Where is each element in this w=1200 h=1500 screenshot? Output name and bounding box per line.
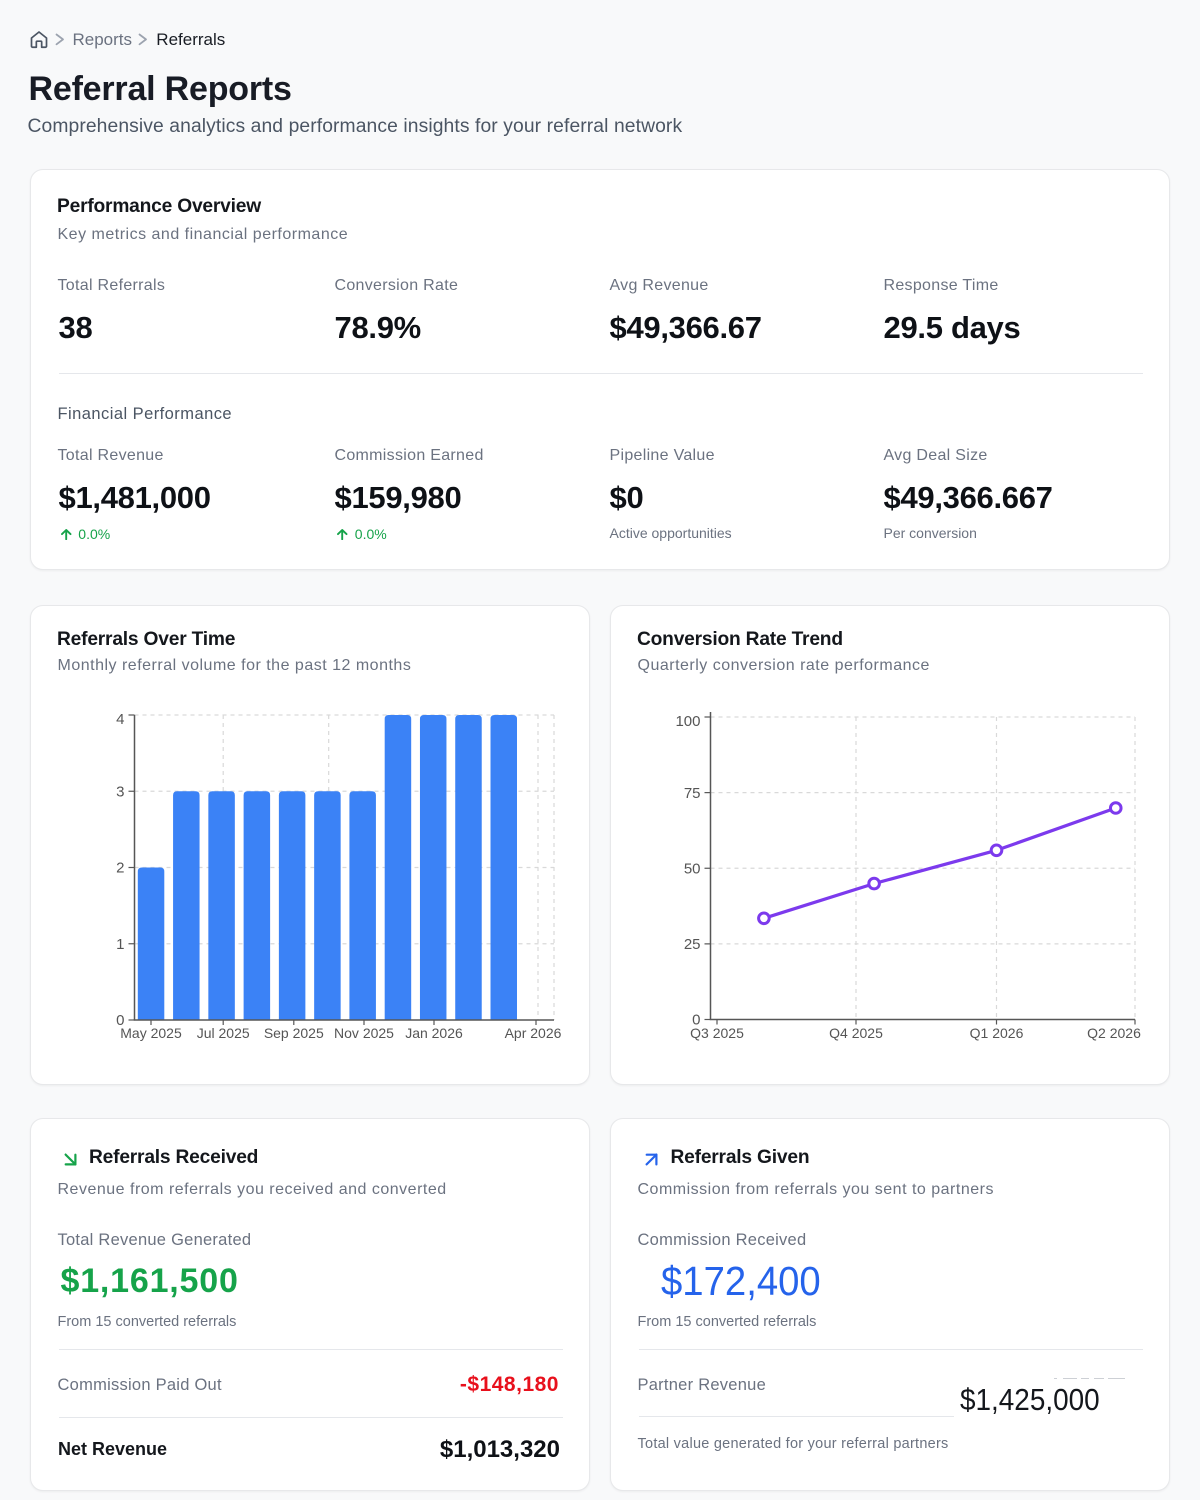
svg-text:1: 1 [116, 936, 124, 953]
svg-text:Q1 2026: Q1 2026 [970, 1025, 1024, 1041]
svg-text:75: 75 [684, 785, 701, 802]
svg-text:Q2 2026: Q2 2026 [1087, 1025, 1141, 1041]
svg-text:4: 4 [116, 711, 124, 728]
svg-text:Q4 2025: Q4 2025 [829, 1025, 883, 1041]
svg-text:Q3 2025: Q3 2025 [690, 1025, 744, 1041]
svg-text:Apr 2026: Apr 2026 [505, 1025, 562, 1041]
svg-text:2: 2 [116, 860, 124, 877]
svg-text:Nov 2025: Nov 2025 [334, 1025, 394, 1041]
svg-text:100: 100 [675, 713, 700, 730]
svg-text:Jan 2026: Jan 2026 [405, 1025, 463, 1041]
svg-text:Jul 2025: Jul 2025 [197, 1025, 250, 1041]
svg-text:0: 0 [116, 1012, 124, 1029]
svg-text:25: 25 [684, 936, 701, 953]
svg-text:50: 50 [684, 860, 701, 877]
svg-text:0: 0 [692, 1012, 700, 1029]
svg-text:May 2025: May 2025 [120, 1025, 182, 1041]
svg-text:3: 3 [116, 783, 124, 800]
svg-text:Sep 2025: Sep 2025 [264, 1025, 324, 1041]
